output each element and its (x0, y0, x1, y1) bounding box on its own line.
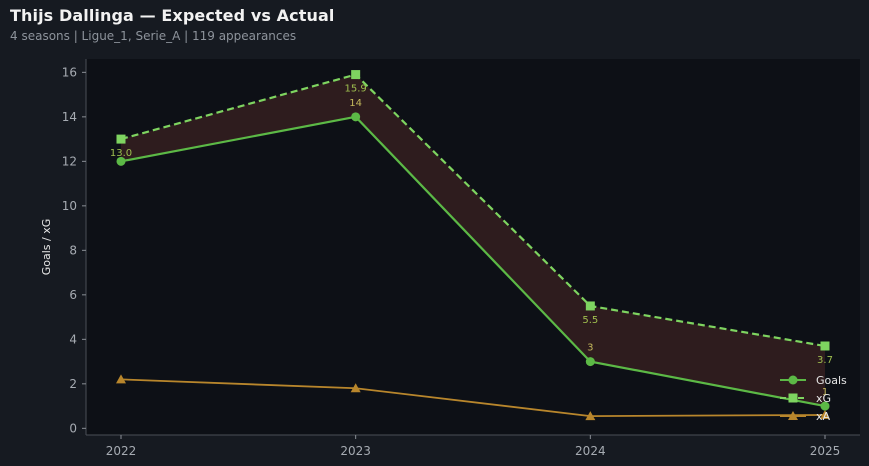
xg-value-label-2022: 13.0 (110, 148, 132, 159)
xa-point-2024 (585, 411, 596, 421)
goals-point-2024 (585, 357, 595, 367)
goals-xg-gap-area (121, 74, 825, 407)
xg-value-label-2023: 15.9 (345, 84, 367, 95)
xa-line (120, 378, 826, 417)
xg-point-2022 (116, 134, 126, 144)
y-tick-label: 0 (69, 421, 77, 435)
chart-subtitle: 4 seasons | Ligue_1, Serie_A | 119 appea… (10, 29, 297, 43)
xg-value-label-2025: 3.7 (817, 355, 833, 366)
y-tick-label: 6 (69, 288, 77, 302)
y-tick-label: 10 (62, 199, 77, 213)
legend-xg-marker (788, 393, 798, 403)
goals-value-label-2023: 14 (349, 98, 362, 109)
y-tick-label: 8 (69, 243, 77, 257)
y-axis-label: Goals / xG (40, 219, 53, 276)
y-tick-label: 14 (62, 110, 77, 124)
xg-point-2023 (351, 70, 361, 80)
x-tick-label: 2022 (106, 444, 137, 458)
goals-value-label-2025: 1 (822, 387, 828, 398)
xa-point-2023 (350, 383, 361, 393)
xg-line (120, 73, 826, 348)
legend-xg-label: xG (816, 392, 831, 405)
goals-point-2023 (351, 112, 361, 122)
xg-point-2025 (820, 341, 830, 351)
chart-title: Thijs Dallinga — Expected vs Actual (10, 6, 335, 25)
y-tick-label: 12 (62, 154, 77, 168)
x-tick-label: 2023 (340, 444, 371, 458)
legend-xa-marker (788, 411, 798, 420)
xa-point-2022 (116, 374, 126, 384)
goals-value-label-2024: 3 (587, 343, 593, 354)
xa-point-2025 (820, 409, 830, 419)
legend: Goals xG xA (780, 374, 847, 423)
goals-point-2025 (820, 401, 830, 411)
y-tick-label: 16 (62, 65, 77, 79)
y-tick-label: 4 (69, 332, 77, 346)
x-tick-label: 2025 (810, 444, 841, 458)
legend-goals-marker (788, 375, 798, 385)
legend-goals-label: Goals (816, 374, 847, 387)
legend-xa-label: xA (816, 410, 831, 423)
goals-point-2022 (116, 156, 126, 166)
goals-line (120, 115, 826, 408)
xg-point-2024 (585, 301, 595, 311)
xg-value-label-2024: 5.5 (582, 315, 598, 326)
x-tick-label: 2024 (575, 444, 606, 458)
y-tick-label: 2 (69, 377, 77, 391)
chart-header: Thijs Dallinga — Expected vs Actual 4 se… (10, 6, 334, 43)
